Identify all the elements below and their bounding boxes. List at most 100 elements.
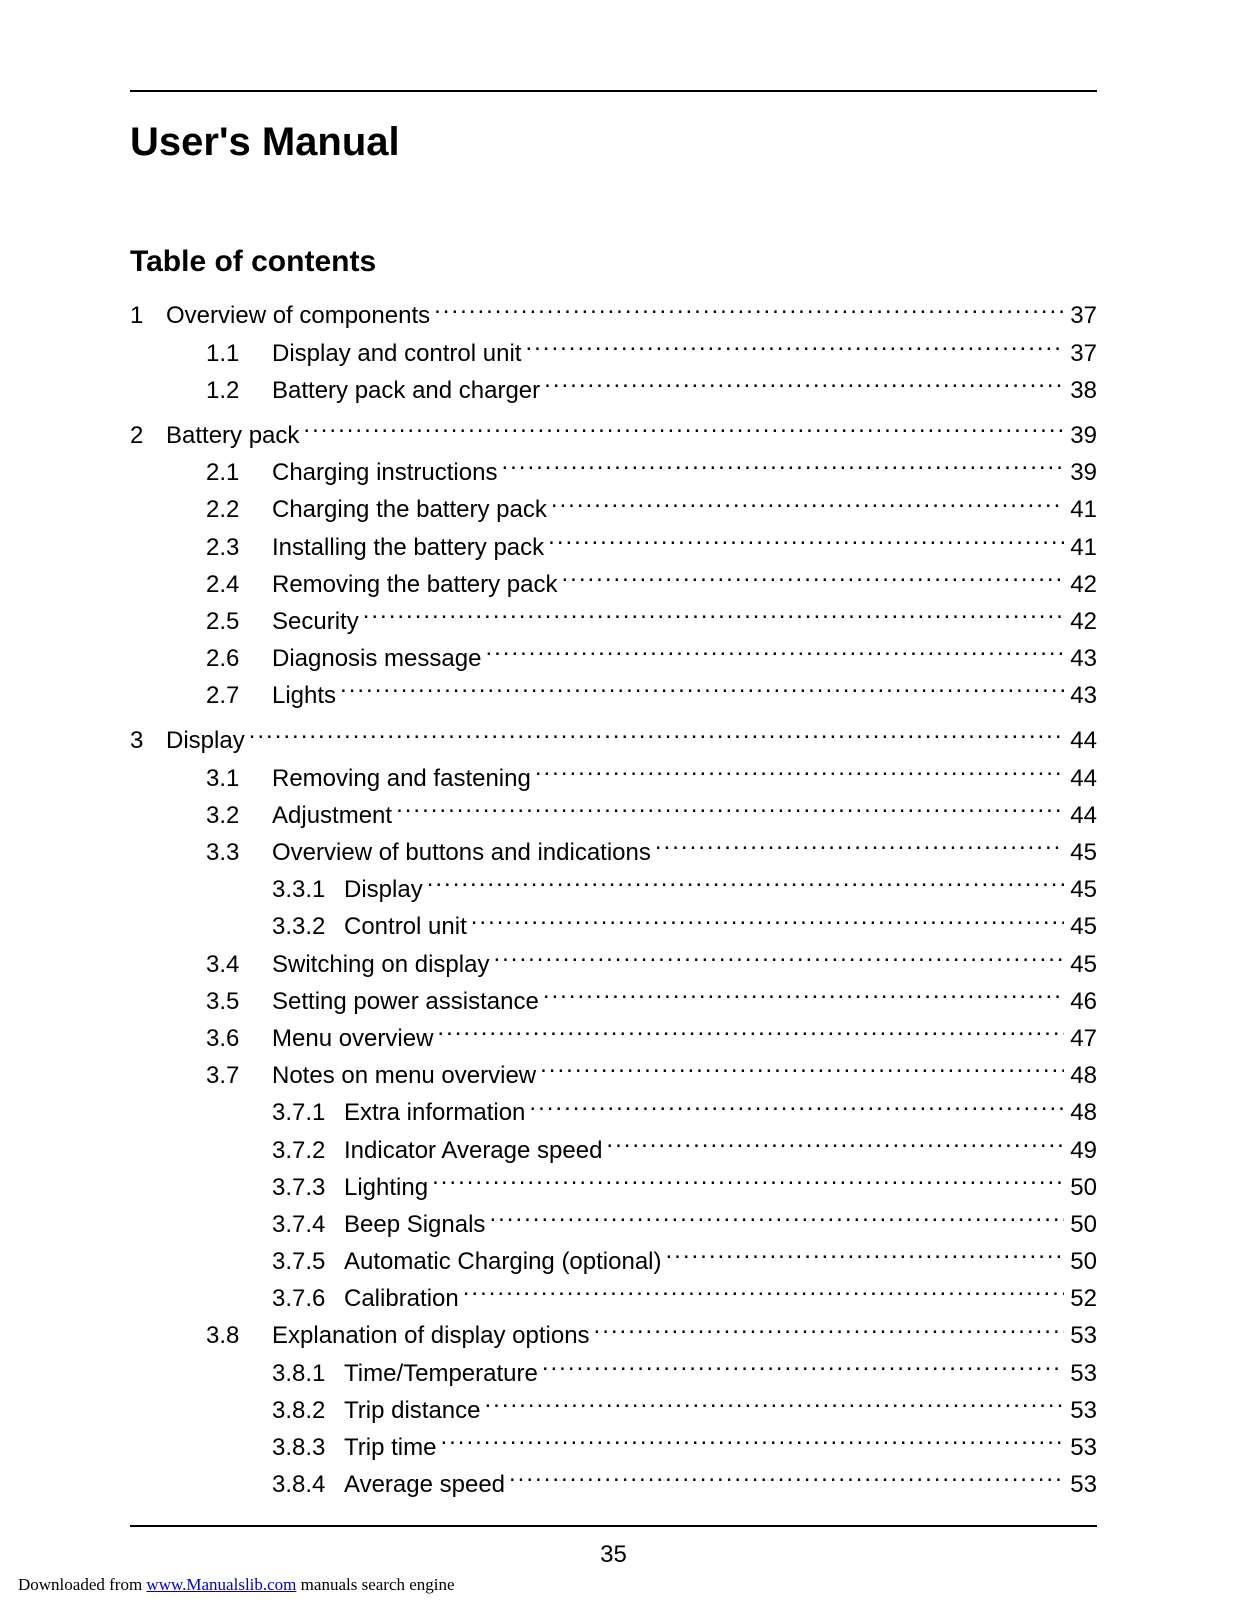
toc-entry-page: 39 [1064, 456, 1097, 491]
toc-entry-label: Display [166, 724, 249, 759]
download-footer: Downloaded from www.Manualslib.com manua… [18, 1575, 455, 1595]
toc-entry-page: 45 [1064, 910, 1097, 945]
toc-entry: 3.8.4Average speed53 [130, 1466, 1097, 1503]
toc-entry: 3.6Menu overview 47 [130, 1020, 1097, 1057]
footer-link[interactable]: www.Manualslib.com [146, 1575, 296, 1594]
toc-entry-number: 3.8.1 [272, 1357, 344, 1392]
toc-entry: 3.7.5Automatic Charging (optional) 50 [130, 1243, 1097, 1280]
toc-entry: 3.5Setting power assistance 46 [130, 982, 1097, 1019]
toc-entry-number: 3.5 [206, 985, 272, 1020]
toc-entry-label: Diagnosis message [272, 642, 485, 677]
toc-entry: 3.7.1Extra information 48 [130, 1094, 1097, 1131]
toc-entry-number: 3.8.4 [272, 1468, 344, 1503]
toc-leader-dots [303, 417, 1064, 443]
toc-entry-number: 3.3.2 [272, 910, 344, 945]
toc-leader-dots [501, 454, 1064, 480]
toc-entry: 3.1Removing and fastening44 [130, 759, 1097, 796]
toc-entry-page: 48 [1064, 1059, 1097, 1094]
toc-leader-dots [440, 1429, 1064, 1455]
toc-entry-page: 50 [1064, 1208, 1097, 1243]
toc-entry-number: 3.7 [206, 1059, 272, 1094]
toc-entry-label: Time/Temperature [344, 1357, 542, 1392]
toc-entry-label: Display and control unit [272, 337, 525, 372]
toc-entry-number: 3 [130, 724, 166, 759]
toc-leader-dots [655, 834, 1064, 860]
toc-entry-label: Menu overview [272, 1022, 437, 1057]
toc-entry-number: 3.1 [206, 762, 272, 797]
toc-entry-label: Control unit [344, 910, 471, 945]
toc-entry-number: 3.8.3 [272, 1431, 344, 1466]
toc-entry-label: Explanation of display options [272, 1319, 594, 1354]
toc-entry-number: 2.1 [206, 456, 272, 491]
toc-entry: 3.4Switching on display45 [130, 945, 1097, 982]
toc-entry-label: Removing the battery pack [272, 568, 561, 603]
toc-entry-number: 3.7.4 [272, 1208, 344, 1243]
toc-entry-page: 41 [1064, 531, 1097, 566]
toc-entry-number: 3.3.1 [272, 873, 344, 908]
toc-entry-number: 2.6 [206, 642, 272, 677]
toc-entry-label: Installing the battery pack [272, 531, 548, 566]
top-rule [130, 90, 1097, 92]
toc-entry-page: 45 [1064, 873, 1097, 908]
toc-entry-label: Charging the battery pack [272, 493, 551, 528]
toc-entry: 2.7Lights43 [130, 677, 1097, 714]
toc-leader-dots [463, 1280, 1065, 1306]
toc-entry-page: 45 [1064, 836, 1097, 871]
toc-entry-page: 39 [1064, 419, 1097, 454]
toc-leader-dots [529, 1094, 1064, 1120]
bottom-rule [130, 1525, 1097, 1527]
toc-entry: 2.4Removing the battery pack 42 [130, 565, 1097, 602]
toc-entry: 3.3.2Control unit 45 [130, 908, 1097, 945]
toc-entry-label: Lights [272, 679, 340, 714]
toc-entry-number: 3.7.5 [272, 1245, 344, 1280]
toc-entry-page: 42 [1064, 568, 1097, 603]
toc-entry: 2.1Charging instructions 39 [130, 454, 1097, 491]
toc-entry-page: 37 [1064, 299, 1097, 334]
toc-entry-label: Automatic Charging (optional) [344, 1245, 666, 1280]
toc-entry-number: 3.8 [206, 1319, 272, 1354]
toc-entry-number: 2 [130, 419, 166, 454]
toc-leader-dots [427, 871, 1065, 897]
toc-entry-page: 49 [1064, 1134, 1097, 1169]
toc-leader-dots [396, 796, 1064, 822]
footer-suffix: manuals search engine [296, 1575, 454, 1594]
document-title: User's Manual [130, 120, 1097, 165]
toc-entry-page: 53 [1064, 1357, 1097, 1392]
toc-entry-label: Adjustment [272, 799, 396, 834]
toc-entry-number: 2.3 [206, 531, 272, 566]
toc-entry-label: Overview of components [166, 299, 434, 334]
toc-leader-dots [544, 371, 1064, 397]
toc-entry-label: Notes on menu overview [272, 1059, 540, 1094]
toc-entry: 1.1Display and control unit37 [130, 334, 1097, 371]
toc-entry-number: 3.2 [206, 799, 272, 834]
toc-entry-page: 45 [1064, 948, 1097, 983]
toc-leader-dots [493, 945, 1064, 971]
toc-leader-dots [434, 297, 1064, 323]
toc-leader-dots [509, 1466, 1064, 1492]
toc-entry-label: Battery pack [166, 419, 303, 454]
toc-entry-label: Battery pack and charger [272, 374, 544, 409]
toc-entry-number: 3.7.2 [272, 1134, 344, 1169]
toc-entry-label: Average speed [344, 1468, 509, 1503]
toc-entry-number: 3.7.3 [272, 1171, 344, 1206]
toc-entry-label: Trip time [344, 1431, 440, 1466]
toc-leader-dots [540, 1057, 1064, 1083]
toc-entry-label: Lighting [344, 1171, 432, 1206]
toc-entry-page: 53 [1064, 1394, 1097, 1429]
toc-entry: 2.5Security 42 [130, 603, 1097, 640]
toc-entry-page: 44 [1064, 724, 1097, 759]
toc-section-gap [130, 714, 1097, 722]
toc-entry-page: 38 [1064, 374, 1097, 409]
toc-leader-dots [606, 1131, 1064, 1157]
table-of-contents: 1Overview of components 371.1Display and… [130, 297, 1097, 1503]
toc-entry: 3Display 44 [130, 722, 1097, 759]
toc-entry-page: 44 [1064, 762, 1097, 797]
toc-entry-label: Trip distance [344, 1394, 485, 1429]
toc-leader-dots [542, 1354, 1064, 1380]
toc-entry: 2Battery pack 39 [130, 417, 1097, 454]
toc-entry-page: 47 [1064, 1022, 1097, 1057]
toc-leader-dots [561, 565, 1064, 591]
toc-entry-number: 3.8.2 [272, 1394, 344, 1429]
toc-leader-dots [543, 982, 1064, 1008]
toc-leader-dots [471, 908, 1065, 934]
